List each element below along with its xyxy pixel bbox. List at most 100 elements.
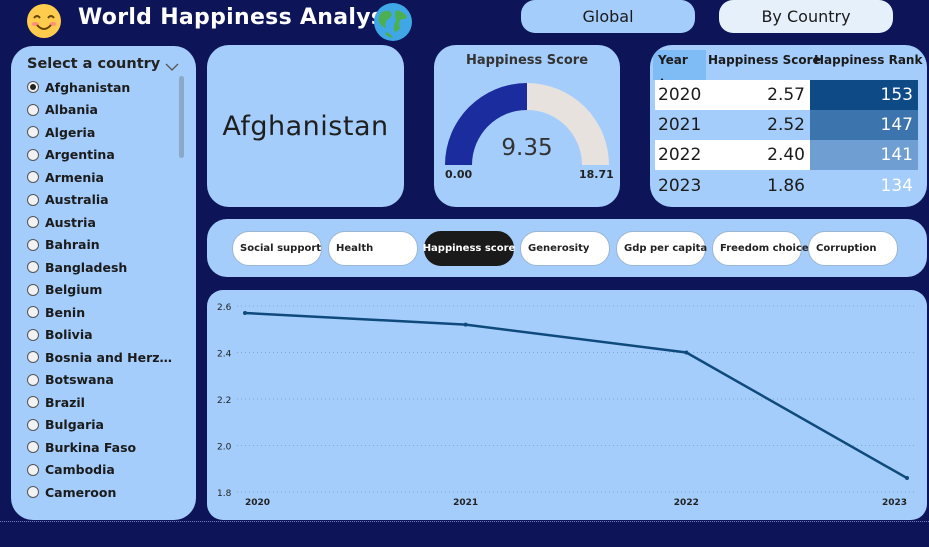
nav-by-country-button[interactable]: By Country <box>719 0 893 33</box>
cell-score: 1.86 <box>708 171 810 201</box>
country-item[interactable]: Armenia <box>27 167 177 187</box>
country-item[interactable]: Botswana <box>27 370 177 390</box>
table-header-score[interactable]: Happiness Score <box>708 53 821 67</box>
radio-unselected-icon[interactable] <box>27 238 39 251</box>
radio-unselected-icon[interactable] <box>27 396 39 408</box>
country-item[interactable]: Bangladesh <box>27 257 177 277</box>
metric-button[interactable]: Gdp per capita <box>616 231 707 266</box>
cell-year: 2022 <box>655 140 708 170</box>
y-tick-label: 2.4 <box>217 350 232 360</box>
radio-selected-icon[interactable] <box>27 81 39 93</box>
metric-selector: Social support Health Happiness score Gener… <box>207 219 927 277</box>
radio-unselected-icon[interactable] <box>27 216 39 228</box>
country-item[interactable]: Bolivia <box>27 325 177 345</box>
country-item[interactable]: Benin <box>27 302 177 322</box>
radio-unselected-icon[interactable] <box>27 306 39 318</box>
x-tick-label: 2022 <box>674 498 699 508</box>
cell-rank: 153 <box>810 80 918 110</box>
radio-unselected-icon[interactable] <box>27 261 39 273</box>
radio-unselected-icon[interactable] <box>27 486 39 498</box>
app-title: World Happiness Analysis <box>78 5 406 30</box>
country-item[interactable]: Argentina <box>27 145 177 165</box>
happiness-score-gauge-card: Happiness Score 9.35 0.00 18.71 <box>434 45 620 207</box>
y-tick-label: 2.2 <box>217 396 231 406</box>
table-row[interactable]: 2020 2.57 153 <box>655 80 918 110</box>
country-label: Bahrain <box>45 237 100 252</box>
year-header-bg <box>653 50 706 80</box>
cell-year: 2023 <box>655 171 708 201</box>
x-tick-label: 2023 <box>882 498 907 508</box>
radio-unselected-icon[interactable] <box>27 171 39 183</box>
selected-country-card: Afghanistan <box>207 45 404 207</box>
cell-score: 2.40 <box>708 140 810 170</box>
data-point[interactable] <box>684 350 689 355</box>
country-item[interactable]: Cameroon <box>27 482 177 502</box>
radio-unselected-icon[interactable] <box>27 351 39 363</box>
country-item[interactable]: Bahrain <box>27 235 177 255</box>
smiling-face-icon <box>26 3 62 39</box>
selected-country-name: Afghanistan <box>222 110 389 142</box>
table-header-year[interactable]: Year <box>658 53 688 67</box>
metric-button[interactable]: Corruption <box>808 231 898 266</box>
country-slicer: Select a country Afghanistan Albania Alger… <box>11 46 196 520</box>
country-item[interactable]: Bulgaria <box>27 415 177 435</box>
country-item[interactable]: Burkina Faso <box>27 437 177 457</box>
cell-year: 2020 <box>655 80 708 110</box>
radio-unselected-icon[interactable] <box>27 418 39 431</box>
radio-unselected-icon[interactable] <box>27 283 39 296</box>
radio-unselected-icon[interactable] <box>27 126 39 138</box>
gauge-title: Happiness Score <box>465 53 589 68</box>
table-row[interactable]: 2023 1.86 134 <box>655 171 918 201</box>
table-header-rank[interactable]: Happiness Rank <box>814 53 923 67</box>
radio-unselected-icon[interactable] <box>27 148 39 161</box>
country-item[interactable]: Australia <box>27 190 177 210</box>
country-item[interactable]: Brazil <box>27 392 177 412</box>
slicer-title: Select a country <box>27 56 161 72</box>
data-point[interactable] <box>243 310 247 315</box>
table-row[interactable]: 2021 2.52 147 <box>655 110 918 140</box>
series-line[interactable] <box>244 311 908 480</box>
y-tick-label: 2.0 <box>217 443 232 453</box>
radio-unselected-icon[interactable] <box>27 103 39 116</box>
radio-unselected-icon[interactable] <box>27 463 39 476</box>
gauge-fill <box>445 83 527 165</box>
country-label: Bangladesh <box>45 259 128 275</box>
radio-unselected-icon[interactable] <box>27 328 39 341</box>
data-point[interactable] <box>463 322 468 327</box>
country-item[interactable]: Bosnia and Herzegov... <box>27 347 177 367</box>
country-label: Brazil <box>45 394 85 410</box>
country-item[interactable]: Austria <box>27 212 177 232</box>
gauge-min-label: 0.00 <box>445 168 473 181</box>
line-chart-svg: 2.6 2.4 2.2 2.0 1.8 2020 2021 2022 2023 <box>217 303 915 508</box>
metric-button[interactable]: Generosity <box>520 231 610 266</box>
cell-rank: 141 <box>810 140 918 170</box>
radio-unselected-icon[interactable] <box>27 373 39 386</box>
country-item[interactable]: Cambodia <box>27 460 177 480</box>
country-label: Australia <box>45 192 109 207</box>
cell-score: 2.52 <box>708 110 810 140</box>
radio-unselected-icon[interactable] <box>27 441 39 453</box>
nav-global-button[interactable]: Global <box>521 0 695 33</box>
country-item[interactable]: Algeria <box>27 122 177 142</box>
table-row[interactable]: 2022 2.40 141 <box>655 140 918 170</box>
trend-line-chart: 2.6 2.4 2.2 2.0 1.8 2020 2021 2022 2023 <box>207 290 927 520</box>
country-item[interactable]: Belgium <box>27 280 177 300</box>
slicer-scrollbar[interactable] <box>179 76 184 158</box>
chevron-down-icon[interactable] <box>165 57 179 71</box>
metric-button[interactable]: Freedom choice <box>712 231 809 266</box>
country-item[interactable]: Afghanistan <box>27 77 177 97</box>
data-point[interactable] <box>905 476 909 481</box>
score-rank-table: Year Happiness Score Happiness Rank 2020… <box>650 45 927 207</box>
country-label: Botswana <box>45 372 114 387</box>
metric-button[interactable]: Social support <box>232 231 322 266</box>
x-tick-label: 2021 <box>453 498 478 508</box>
page-divider <box>0 521 929 522</box>
country-label: Albania <box>45 102 98 117</box>
metric-button[interactable]: Happiness score <box>423 231 515 266</box>
country-item[interactable]: Albania <box>27 100 177 120</box>
globe-icon <box>372 1 414 43</box>
metric-button[interactable]: Health <box>328 231 418 266</box>
radio-unselected-icon[interactable] <box>27 193 39 206</box>
y-tick-label: 2.6 <box>217 303 232 313</box>
cell-rank: 134 <box>810 171 918 201</box>
